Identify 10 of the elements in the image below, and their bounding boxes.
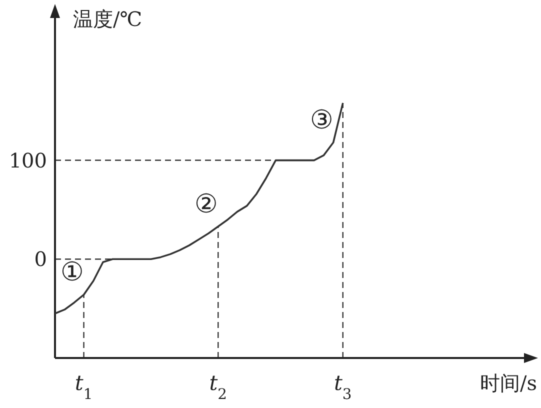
y-axis-title: 温度/℃ [73, 7, 142, 31]
annotation: ③ [310, 105, 333, 136]
y-tick-label: 0 [34, 247, 47, 272]
annotation: ① [60, 258, 84, 288]
annotation: ② [194, 190, 218, 220]
x-tick-label: t$_{3}$ [334, 371, 352, 402]
x-tick-label: t$_{1}$ [74, 371, 93, 402]
x-axis-title: 时间/s [480, 371, 537, 395]
x-tick-label: t$_{2}$ [209, 371, 228, 402]
y-tick-label: 100 [8, 148, 47, 172]
